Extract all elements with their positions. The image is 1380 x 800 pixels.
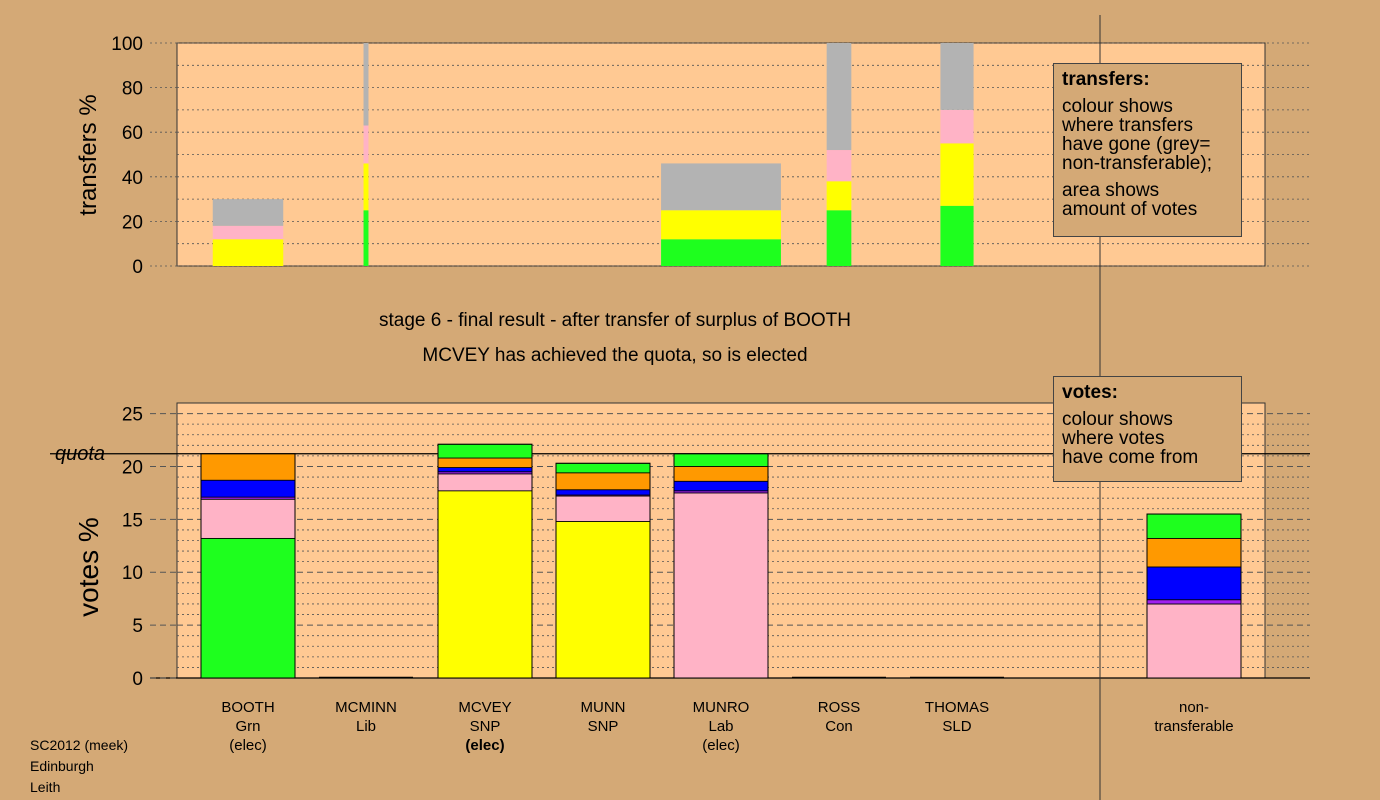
votes-legend-line: have come from <box>1062 447 1199 468</box>
transfer-bar-segment <box>826 43 852 151</box>
transfers-y-tick-label: 40 <box>122 168 143 189</box>
vote-bar-segment <box>555 472 651 491</box>
vote-bar-segment <box>200 479 296 498</box>
vote-bar-segment <box>555 521 651 679</box>
candidate-label: (elec) <box>465 737 504 754</box>
transfers-legend-title: transfers: <box>1062 69 1150 90</box>
vote-bar-outline <box>437 443 533 679</box>
vote-bar-outline <box>1146 513 1242 679</box>
vote-bar-segment <box>1146 566 1242 601</box>
stage-caption: stage 6 - final result - after transfer … <box>378 310 851 331</box>
vote-bar-outline <box>200 453 296 679</box>
votes-y-tick-label: 25 <box>122 405 143 426</box>
candidate-label: (elec) <box>702 737 740 754</box>
vote-bar-segment <box>673 480 769 492</box>
transfers-y-tick-label: 20 <box>122 212 143 233</box>
votes-y-axis-label: votes % <box>73 517 104 617</box>
votes-legend-line: colour shows <box>1062 409 1173 430</box>
transfer-bar-segment <box>212 225 284 240</box>
candidate-label: SNP <box>470 718 501 735</box>
transfers-legend-line: amount of votes <box>1062 199 1198 220</box>
vote-bar-segment <box>200 498 296 539</box>
transfer-bar-segment <box>363 163 369 211</box>
transfer-bar-segment <box>363 210 369 266</box>
footer-line: SC2012 (meek) <box>30 737 129 753</box>
vote-bar-segment <box>200 537 296 679</box>
vote-bar-segment <box>437 467 533 473</box>
transfer-bar-segment <box>661 239 781 266</box>
vote-bar-segment <box>555 462 651 474</box>
candidate-label: MUNN <box>581 699 626 716</box>
transfer-bar-segment <box>940 143 974 206</box>
transfer-bar-segment <box>661 210 781 240</box>
candidate-label: SLD <box>942 718 971 735</box>
transfers-y-tick-label: 60 <box>122 123 143 144</box>
vote-bar-segment <box>1146 537 1242 568</box>
transfer-bar-segment <box>661 163 781 211</box>
footer-line: Leith <box>30 779 61 795</box>
transfers-y-tick-label: 100 <box>111 34 143 55</box>
vote-bar-segment <box>1146 603 1242 679</box>
vote-bar-outline <box>673 453 769 679</box>
candidate-label: (elec) <box>229 737 267 754</box>
votes-legend-line: where votes <box>1062 428 1165 449</box>
footer-line: Edinburgh <box>30 758 94 774</box>
vote-bar-segment <box>200 453 296 481</box>
transfers-y-tick-label: 0 <box>132 257 143 278</box>
vote-bar-segment <box>555 489 651 496</box>
transfer-bar-segment <box>826 210 852 266</box>
transfer-bar-segment <box>940 205 974 266</box>
vote-bar-segment <box>1146 599 1242 605</box>
transfers-legend: transfers: colour shows where transfers … <box>1053 63 1242 237</box>
footer: SC2012 (meek) Edinburgh Leith <box>30 735 128 798</box>
vote-bar-outline <box>555 462 651 679</box>
transfers-legend-line: where transfers <box>1062 115 1193 136</box>
transfer-bar-segment <box>363 43 369 126</box>
transfers-legend-line: have gone (grey= <box>1062 134 1211 155</box>
transfer-bar-segment <box>826 181 852 211</box>
vote-bar-segment <box>437 490 533 679</box>
votes-y-tick-label: 0 <box>132 669 143 690</box>
transfer-bar-segment <box>940 43 974 110</box>
result-caption: MCVEY has achieved the quota, so is elec… <box>422 345 808 366</box>
votes-y-tick-label: 5 <box>132 616 143 637</box>
transfer-bar-segment <box>826 150 852 182</box>
vote-bar-segment <box>673 492 769 679</box>
candidate-label: THOMAS <box>925 699 989 716</box>
candidate-label: SNP <box>588 718 619 735</box>
vote-bar-segment <box>437 473 533 492</box>
transfers-legend-line: colour shows <box>1062 96 1173 117</box>
votes-legend: votes: colour shows where votes have com… <box>1053 376 1242 482</box>
votes-y-tick-label: 20 <box>122 457 143 478</box>
candidate-label: ROSS <box>818 699 861 716</box>
candidate-label: Grn <box>235 718 260 735</box>
candidate-label: Lib <box>356 718 376 735</box>
transfers-y-tick-label: 80 <box>122 79 143 100</box>
candidate-label: BOOTH <box>221 699 274 716</box>
candidate-label: MUNRO <box>693 699 750 716</box>
vote-bar-segment <box>673 453 769 467</box>
transfer-bar-segment <box>212 239 284 266</box>
vote-bar-segment <box>673 466 769 482</box>
votes-y-tick-label: 15 <box>122 510 143 531</box>
votes-y-tick-label: 10 <box>122 563 143 584</box>
transfer-bar-segment <box>363 125 369 164</box>
candidate-label: Con <box>825 718 853 735</box>
candidate-label: non- <box>1179 699 1209 716</box>
candidate-label: transferable <box>1154 718 1233 735</box>
candidate-label: Lab <box>708 718 733 735</box>
transfers-y-axis-label: transfers % <box>75 94 102 215</box>
transfer-bar-segment <box>212 199 284 226</box>
transfer-bar-segment <box>940 109 974 144</box>
transfers-legend-line: non-transferable); <box>1062 153 1212 174</box>
transfers-legend-line: area shows <box>1062 180 1160 201</box>
vote-bar-segment <box>437 457 533 468</box>
vote-bar-segment <box>437 443 533 459</box>
quota-label: quota <box>55 443 105 465</box>
vote-bar-segment <box>555 495 651 522</box>
votes-legend-title: votes: <box>1062 382 1118 403</box>
vote-bar-segment <box>1146 513 1242 539</box>
candidate-label: MCMINN <box>335 699 397 716</box>
candidate-label: MCVEY <box>458 699 511 716</box>
